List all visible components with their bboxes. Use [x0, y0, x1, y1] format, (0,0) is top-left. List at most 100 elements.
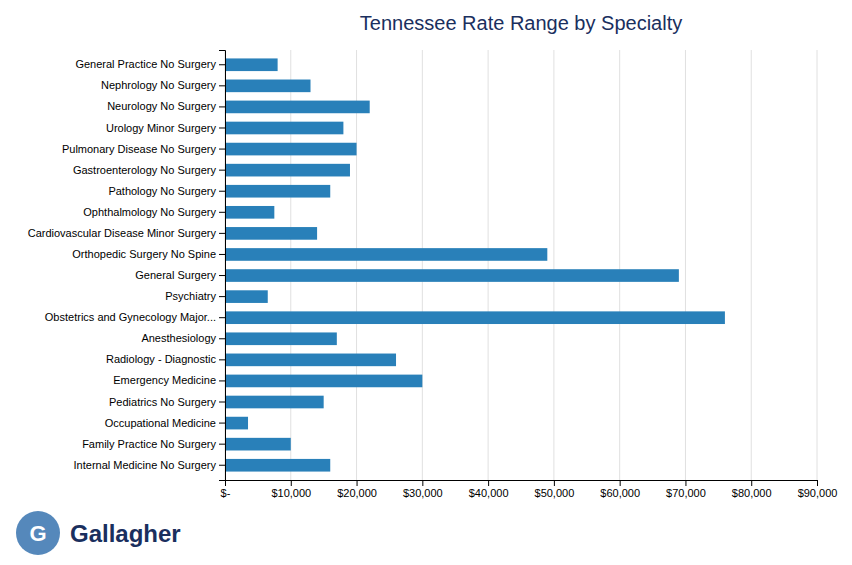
y-tick: Occupational Medicine: [105, 417, 225, 429]
y-tick-mark: [219, 191, 225, 192]
y-tick: Orthopedic Surgery No Spine: [72, 248, 225, 260]
y-axis: General Practice No Surgery Nephrology No…: [28, 51, 226, 481]
y-tick: Obstetrics and Gynecology Major...: [45, 311, 225, 323]
bar: [225, 417, 248, 430]
chart: $- $10,000 $20,000 $30,000 $40,000 $50,000 $60…: [0, 0, 852, 565]
x-tick-mark: [554, 480, 555, 486]
y-tick: Internal Medicine No Surgery: [74, 459, 225, 471]
bar: [225, 354, 396, 367]
x-tick-label: $70,000: [666, 487, 706, 499]
x-tick: $80,000: [732, 480, 772, 499]
y-tick: General Practice No Surgery: [75, 58, 225, 70]
grid-line: [422, 50, 423, 480]
y-tick-mark: [219, 254, 225, 255]
y-tick: Psychiatry: [165, 290, 225, 302]
logo: [16, 511, 60, 555]
y-tick-label: Emergency Medicine: [113, 374, 216, 386]
annotation: Gallagher: [70, 520, 181, 547]
bar: [225, 375, 422, 388]
y-tick-mark: [219, 233, 225, 234]
x-tick-label: $60,000: [600, 487, 640, 499]
y-tick: Cardiovascular Disease Minor Surgery: [28, 227, 225, 239]
grid-line: [619, 50, 620, 480]
x-tick-label: $30,000: [403, 487, 443, 499]
y-axis-line: [219, 51, 226, 481]
y-tick-mark: [219, 212, 225, 213]
bars: [225, 58, 725, 471]
bar: [225, 101, 370, 114]
grid-line: [751, 50, 752, 480]
x-tick-label: $90,000: [798, 487, 838, 499]
bar: [225, 164, 350, 177]
y-tick: Ophthalmology No Surgery: [83, 206, 225, 218]
y-tick-mark: [219, 275, 225, 276]
grid-line: [553, 50, 554, 480]
y-tick-label: Anesthesiology: [141, 332, 216, 344]
y-tick-mark: [219, 127, 225, 128]
x-tick-mark: [685, 480, 686, 486]
x-tick: $90,000: [798, 480, 838, 499]
bar: [225, 459, 330, 472]
y-tick-mark: [219, 106, 225, 107]
y-tick-label: Obstetrics and Gynecology Major...: [45, 311, 216, 323]
bar: [225, 311, 725, 324]
bar: [225, 58, 278, 71]
x-tick-label: $50,000: [535, 487, 575, 499]
x-tick-mark: [817, 480, 818, 486]
y-tick-mark: [219, 149, 225, 150]
x-tick: $10,000: [271, 480, 311, 499]
y-tick: Gastroenterology No Surgery: [73, 164, 225, 176]
x-tick: $20,000: [337, 480, 377, 499]
bar: [225, 80, 311, 93]
y-tick: Family Practice No Surgery: [82, 438, 225, 450]
y-tick: Pulmonary Disease No Surgery: [62, 143, 225, 155]
y-tick-label: Family Practice No Surgery: [82, 438, 216, 450]
x-tick: $-: [221, 480, 231, 499]
y-tick: Pathology No Surgery: [108, 185, 225, 197]
bar: [225, 206, 274, 219]
y-tick-mark: [219, 338, 225, 339]
y-tick-mark: [219, 170, 225, 171]
x-tick-label: $80,000: [732, 487, 772, 499]
grid-line: [488, 50, 489, 480]
y-tick-mark: [219, 402, 225, 403]
x-tick-label: $-: [221, 487, 231, 499]
y-tick-label: Occupational Medicine: [105, 417, 216, 429]
grid-line: [290, 50, 291, 480]
grid-line: [685, 50, 686, 480]
x-tick: $50,000: [535, 480, 575, 499]
y-tick-label: Cardiovascular Disease Minor Surgery: [28, 227, 217, 239]
x-tick-mark: [357, 480, 358, 486]
x-tick: $30,000: [403, 480, 443, 499]
bar: [225, 332, 337, 345]
y-tick-label: General Surgery: [135, 269, 216, 281]
x-axis: $- $10,000 $20,000 $30,000 $40,000 $50,000 $60…: [221, 480, 838, 499]
bar: [225, 269, 679, 282]
y-tick-label: General Practice No Surgery: [75, 58, 216, 70]
y-tick-mark: [219, 423, 225, 424]
y-tick: Emergency Medicine: [113, 374, 225, 386]
y-tick-mark: [219, 380, 225, 381]
y-tick: Nephrology No Surgery: [101, 79, 225, 91]
y-tick-label: Internal Medicine No Surgery: [74, 459, 217, 471]
x-tick-label: $20,000: [337, 487, 377, 499]
grid: [225, 50, 817, 480]
bar: [225, 248, 547, 261]
x-tick-mark: [488, 480, 489, 486]
branding: G Gallagher: [16, 511, 181, 555]
x-tick: $60,000: [600, 480, 640, 499]
y-tick-mark: [219, 85, 225, 86]
x-axis-line: [226, 481, 818, 487]
bar: [225, 185, 330, 198]
x-tick-mark: [422, 480, 423, 486]
y-tick: General Surgery: [135, 269, 225, 281]
y-tick-label: Gastroenterology No Surgery: [73, 164, 217, 176]
y-tick-mark: [219, 296, 225, 297]
y-tick-label: Pathology No Surgery: [108, 185, 216, 197]
x-tick: $40,000: [469, 480, 509, 499]
plot: $- $10,000 $20,000 $30,000 $40,000 $50,000 $60…: [28, 50, 838, 499]
y-tick-label: Neurology No Surgery: [107, 100, 216, 112]
y-tick: Neurology No Surgery: [107, 100, 225, 112]
x-tick-mark: [620, 480, 621, 486]
annotation: G: [29, 521, 46, 546]
